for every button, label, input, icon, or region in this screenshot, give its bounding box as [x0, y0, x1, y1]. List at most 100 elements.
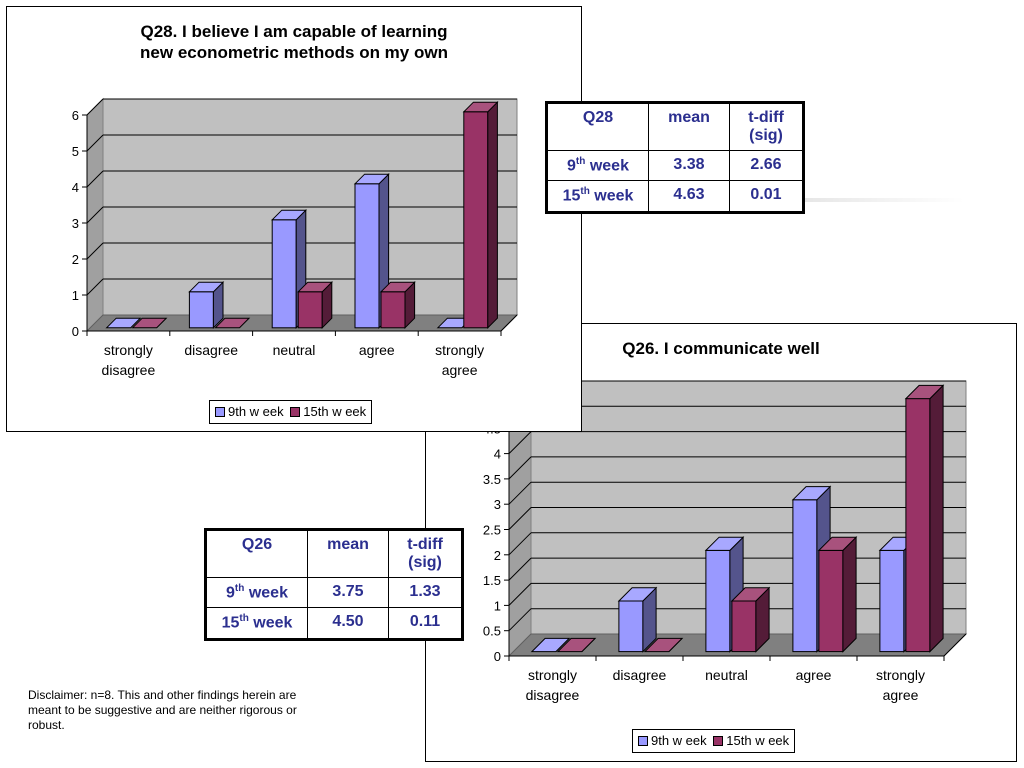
header-cell-tdiff: t-diff (sig): [388, 529, 463, 578]
x-tick-label: strongly: [876, 667, 925, 683]
y-tick-label: 1.5: [483, 573, 501, 588]
chart-q28-plot: 0 1 2 3 4 5 6 strongly disagree disagree neutral ag…: [72, 97, 519, 378]
bar-top: [379, 281, 416, 293]
bar-top: [131, 317, 168, 329]
table-row: 15th week 4.63 0.01: [546, 180, 804, 213]
disclaimer-text: Disclaimer: n=8. This and other findings…: [28, 688, 297, 732]
x-tick-label: strongly: [528, 667, 577, 683]
bar-15th-week: [818, 549, 844, 653]
bar-15th-week: [731, 600, 757, 653]
x-tick-label: disagree: [102, 362, 156, 378]
header-cell-question: Q28: [546, 102, 649, 151]
row-label: 9th week: [546, 149, 649, 182]
bar-top: [617, 587, 658, 602]
header-tdiff-label: t-diff: [407, 536, 443, 553]
chart-q28-title: Q28. I believe I am capable of learning …: [140, 22, 448, 62]
x-tick-label: agree: [796, 667, 832, 683]
chart-q26-legend: 9th w eek 15th w eek: [632, 729, 796, 753]
gridline-side: [508, 481, 532, 505]
table-row: 15th week 4.50 0.11: [205, 607, 463, 640]
x-tick-label: agree: [359, 342, 395, 358]
header-sig-label: (sig): [408, 554, 442, 571]
header-tdiff-label: t-diff: [748, 109, 784, 126]
gridline-side: [508, 532, 532, 556]
y-tick-label: 5: [72, 144, 79, 159]
bar-9th-week: [705, 549, 731, 653]
bar-9th-week: [354, 183, 380, 329]
header-sig-label: (sig): [749, 127, 783, 144]
chart-q28-legend: 9th w eek 15th w eek: [209, 400, 373, 424]
y-tick-label: 0: [72, 324, 79, 339]
legend-swatch-15th-week: [290, 406, 301, 417]
bar-top: [188, 281, 225, 293]
row-mean: 3.38: [648, 149, 730, 182]
table-header-row: Q28 mean t-diff (sig): [546, 102, 804, 151]
y-tick-label: 2.5: [483, 523, 501, 538]
y-tick-label: 6: [72, 108, 79, 123]
gridline-side: [508, 583, 532, 606]
gridline-side: [86, 278, 104, 296]
bar-top: [556, 637, 597, 653]
bar-top: [791, 486, 832, 501]
bar-side: [929, 384, 944, 653]
x-tick-label: neutral: [705, 667, 748, 683]
x-tick-label: disagree: [526, 687, 580, 703]
legend-label-9th-week: 9th w eek: [651, 733, 707, 748]
x-axis-depth: [943, 633, 967, 657]
bar-top: [462, 101, 499, 113]
legend-swatch-9th-week: [638, 735, 648, 746]
row-mean: 3.75: [307, 576, 389, 609]
bar-9th-week: [188, 291, 214, 329]
y-tick-label: 3: [72, 216, 79, 231]
y-tick-label: 1: [72, 288, 79, 303]
bar-top: [105, 317, 142, 329]
gridline-side: [508, 456, 532, 480]
bar-top: [730, 587, 771, 602]
y-tick-label: 0.5: [483, 624, 501, 639]
x-tick-label: neutral: [273, 342, 316, 358]
bar-9th-week: [792, 499, 818, 653]
bar-side: [487, 100, 498, 330]
chart-q28-panel: 0 1 2 3 4 5 6 strongly disagree disagree neutral ag…: [6, 6, 582, 432]
x-axis-depth: [500, 314, 518, 332]
bar-15th-week: [380, 291, 406, 329]
table-header-row: Q26 mean t-diff (sig): [205, 529, 463, 578]
header-cell-tdiff: t-diff (sig): [729, 102, 804, 151]
legend-swatch-15th-week: [713, 735, 724, 746]
row-label: 9th week: [205, 576, 308, 609]
bar-top: [530, 637, 571, 653]
stats-table-q28: Q28 mean t-diff (sig) 9th week 3.38 2.66 …: [545, 101, 805, 214]
gridline-side: [86, 170, 104, 188]
decorative-shine: [804, 198, 964, 202]
gridline-side: [508, 557, 532, 581]
bar-top: [296, 281, 334, 293]
chart-q26-panel: 00.511.522.533.544.55stronglydisagreedis…: [425, 323, 1017, 762]
row-tdiff: 2.66: [729, 149, 804, 182]
row-tdiff: 0.11: [388, 607, 463, 640]
x-tick-label: strongly: [104, 342, 153, 358]
row-tdiff: 1.33: [388, 576, 463, 609]
y-tick-label: 3.5: [483, 472, 501, 487]
y-tick-label: 2: [72, 252, 79, 267]
legend-label-15th-week: 15th w eek: [303, 404, 367, 419]
header-cell-mean: mean: [307, 529, 389, 578]
gridline-side: [508, 431, 532, 454]
bar-side: [842, 535, 857, 653]
y-tick-label: 4: [72, 180, 79, 195]
x-tick-label: disagree: [613, 667, 667, 683]
gridline-side: [508, 507, 532, 530]
row-mean: 4.63: [648, 180, 730, 213]
row-tdiff: 0.01: [729, 180, 804, 213]
chart-q26-plot: 00.511.522.533.544.55stronglydisagreedis…: [483, 379, 968, 703]
x-tick-label: agree: [442, 362, 478, 378]
bar-9th-week: [618, 600, 644, 653]
bar-top: [643, 637, 684, 653]
gridline-side: [86, 242, 104, 260]
y-tick-label: 2: [494, 548, 501, 563]
legend-label-15th-week: 15th w eek: [726, 733, 790, 748]
legend-swatch-9th-week: [215, 406, 225, 417]
header-cell-question: Q26: [205, 529, 308, 578]
bar-15th-week: [297, 291, 323, 329]
bar-15th-week: [905, 398, 931, 653]
legend-label-9th-week: 9th w eek: [228, 404, 284, 419]
